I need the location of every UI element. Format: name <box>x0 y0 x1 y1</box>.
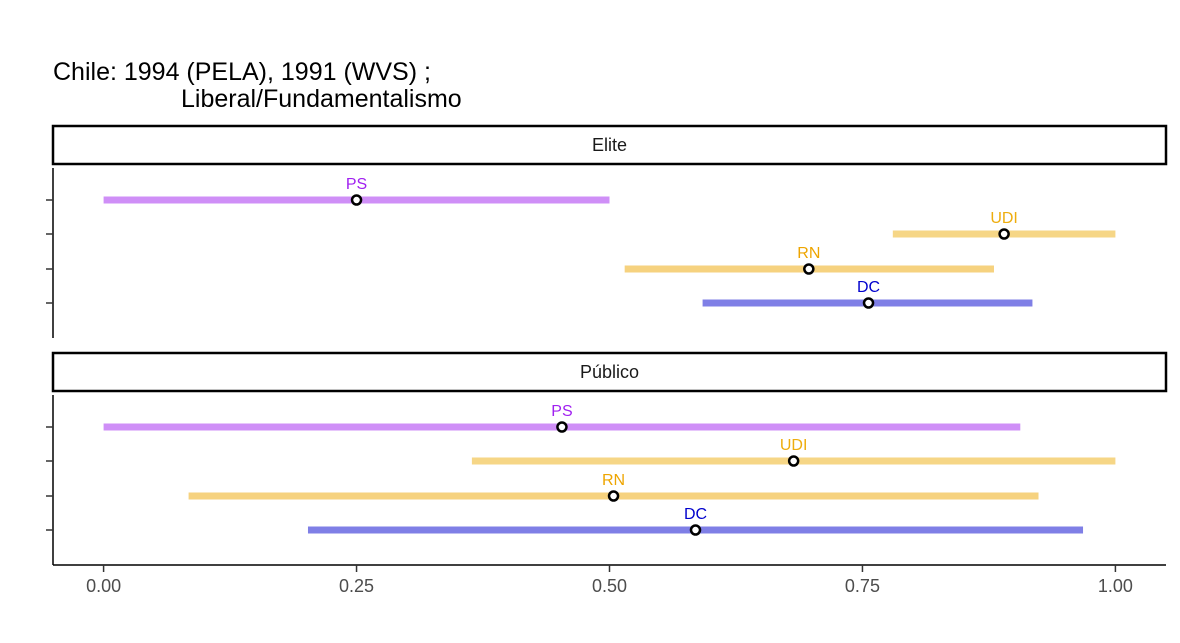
point-estimate <box>556 421 568 433</box>
x-axis: 0.00 0.25 0.50 0.75 1.00 <box>53 564 1166 596</box>
facet-panel: Público PS UDI RN DC <box>46 351 1168 565</box>
x-tick-label: 0.00 <box>86 576 121 596</box>
point-estimate <box>607 490 620 502</box>
x-tick-label: 0.50 <box>592 576 627 596</box>
facet-strip-label: Elite <box>592 135 627 155</box>
party-label: RN <box>602 472 625 489</box>
x-tick-label: 0.75 <box>845 576 880 596</box>
point-estimate <box>787 455 800 467</box>
point-estimate <box>689 524 702 536</box>
x-tick-label: 1.00 <box>1098 576 1133 596</box>
party-label: UDI <box>780 437 808 454</box>
facet-strip <box>51 124 1168 166</box>
chart-title-line1: Chile: 1994 (PELA), 1991 (WVS) ; <box>53 58 431 86</box>
chart-title-line2: Liberal/Fundamentalismo <box>181 85 462 113</box>
facet-strip <box>51 351 1168 393</box>
x-tick-label: 0.25 <box>339 576 374 596</box>
party-label: PS <box>551 403 572 420</box>
party-label: DC <box>857 279 880 296</box>
facet-strip-label: Público <box>580 362 639 382</box>
point-estimate <box>350 194 363 206</box>
party-label: RN <box>797 245 820 262</box>
point-estimate <box>862 297 875 309</box>
facet-panel: Elite PS UDI RN DC <box>46 124 1168 338</box>
party-label: UDI <box>990 210 1018 227</box>
point-estimate <box>998 228 1010 240</box>
point-estimate <box>803 263 815 275</box>
panels: Elite PS UDI RN DC Público PS UDI RN DC <box>46 124 1168 565</box>
party-label: PS <box>346 176 367 193</box>
party-label: DC <box>684 506 707 523</box>
